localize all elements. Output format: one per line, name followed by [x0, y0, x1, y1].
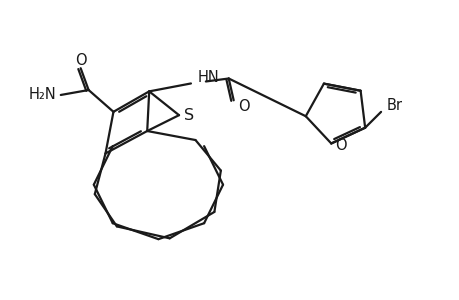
Text: Br: Br — [386, 98, 402, 113]
Text: HN: HN — [197, 70, 219, 85]
Text: O: O — [75, 53, 86, 68]
Text: O: O — [237, 99, 249, 114]
Text: S: S — [184, 108, 194, 123]
Text: H₂N: H₂N — [29, 88, 56, 103]
Text: O: O — [335, 138, 346, 153]
